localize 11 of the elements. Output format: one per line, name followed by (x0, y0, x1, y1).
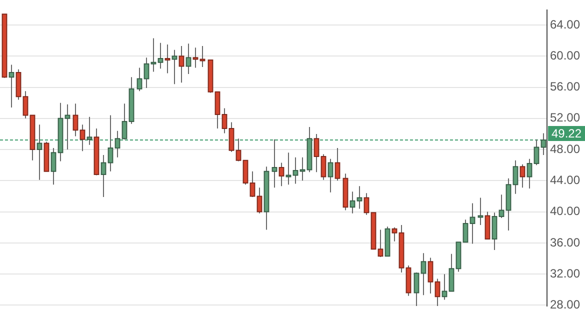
y-tick-label: 40.00 (550, 204, 580, 218)
y-tick-label: 60.00 (550, 48, 580, 62)
y-tick-label: 44.00 (550, 172, 580, 187)
y-tick-label: 52.00 (550, 110, 580, 125)
y-tick-label: 56.00 (550, 80, 580, 94)
y-tick-label: 32.00 (550, 266, 580, 280)
y-tick-label: 28.00 (550, 298, 580, 312)
y-tick-label: 64.00 (550, 17, 580, 32)
ref-line-label: 49.22 (551, 126, 582, 140)
y-tick-label: 48.00 (550, 142, 580, 156)
y-tick-label: 36.00 (550, 235, 580, 250)
